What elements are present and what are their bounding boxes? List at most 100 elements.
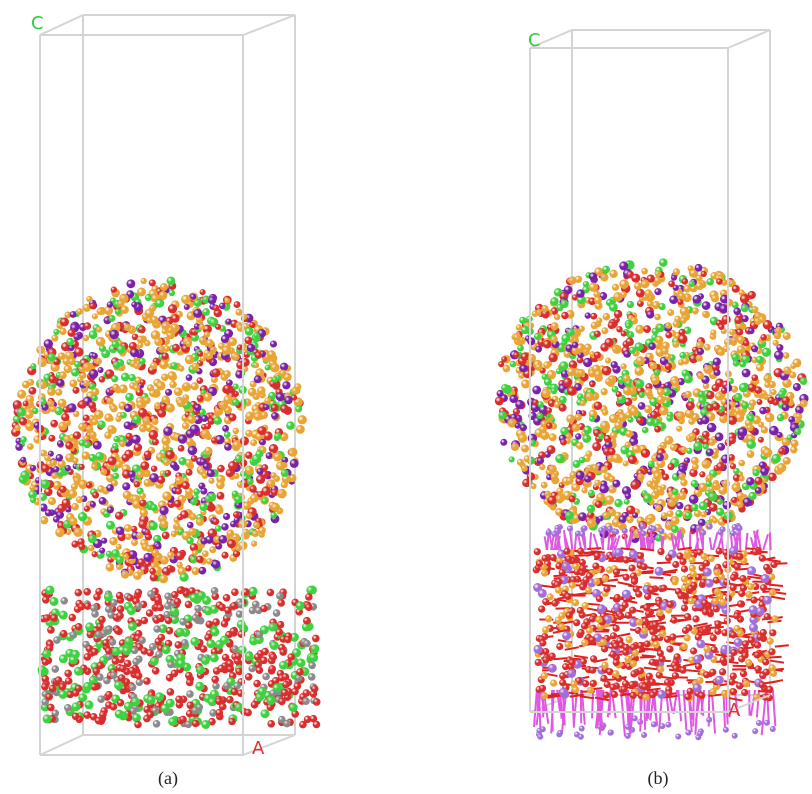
caption: (a) bbox=[158, 768, 178, 789]
atom bbox=[71, 503, 79, 511]
atom bbox=[687, 585, 694, 592]
atom bbox=[567, 386, 577, 396]
atom bbox=[150, 362, 157, 369]
atom bbox=[680, 479, 687, 486]
atom bbox=[194, 605, 202, 613]
atom bbox=[296, 425, 305, 434]
atom bbox=[228, 461, 237, 470]
atom bbox=[623, 644, 630, 651]
atom bbox=[702, 431, 710, 439]
atom bbox=[594, 370, 603, 379]
atom bbox=[602, 409, 609, 416]
atom bbox=[655, 505, 662, 512]
atom bbox=[756, 720, 762, 726]
atom bbox=[764, 613, 771, 620]
atom bbox=[751, 374, 758, 381]
atom bbox=[636, 356, 645, 365]
atom bbox=[72, 387, 79, 394]
atom bbox=[276, 392, 285, 401]
atom bbox=[161, 374, 169, 382]
atom bbox=[657, 388, 665, 396]
atom bbox=[185, 355, 195, 365]
atom bbox=[672, 561, 679, 568]
atom bbox=[171, 314, 180, 323]
atom bbox=[116, 556, 124, 564]
atom bbox=[550, 335, 558, 343]
atom bbox=[149, 568, 156, 575]
atom bbox=[541, 389, 550, 398]
atom bbox=[782, 404, 790, 412]
atom bbox=[592, 465, 599, 472]
atom bbox=[642, 694, 649, 701]
atom bbox=[730, 584, 737, 591]
atom bbox=[677, 299, 683, 305]
atom bbox=[167, 688, 175, 696]
atom bbox=[573, 619, 580, 626]
atom bbox=[69, 379, 77, 387]
atom bbox=[559, 361, 568, 370]
atom bbox=[231, 588, 239, 596]
atom bbox=[750, 597, 757, 604]
atom bbox=[56, 454, 63, 461]
atom bbox=[762, 348, 771, 357]
atom bbox=[555, 494, 564, 503]
atom bbox=[169, 290, 176, 297]
atom bbox=[68, 329, 76, 337]
atom bbox=[42, 675, 50, 683]
atom bbox=[107, 506, 114, 513]
atom bbox=[590, 680, 597, 687]
atom bbox=[279, 648, 287, 656]
atom bbox=[245, 652, 254, 661]
atom bbox=[256, 631, 264, 639]
atom bbox=[716, 462, 725, 471]
atom bbox=[631, 578, 638, 585]
atom bbox=[532, 310, 538, 316]
atom bbox=[190, 294, 196, 300]
atom bbox=[158, 346, 165, 353]
atom bbox=[577, 548, 584, 555]
atom bbox=[278, 698, 286, 706]
atom bbox=[603, 585, 610, 592]
atom bbox=[569, 582, 576, 589]
atom bbox=[651, 721, 657, 727]
atom bbox=[231, 645, 239, 653]
atom bbox=[795, 413, 802, 420]
atom bbox=[684, 391, 692, 399]
atom bbox=[761, 426, 768, 433]
atom bbox=[706, 474, 713, 481]
bond bbox=[697, 528, 698, 550]
atom bbox=[162, 491, 171, 500]
atom bbox=[632, 650, 639, 657]
atom bbox=[567, 669, 576, 678]
atom bbox=[641, 732, 647, 738]
atom bbox=[172, 344, 180, 352]
atom bbox=[594, 330, 601, 337]
atom bbox=[567, 328, 575, 336]
atom bbox=[22, 381, 30, 389]
atom bbox=[95, 717, 103, 725]
atom bbox=[210, 346, 217, 353]
atom bbox=[100, 469, 107, 476]
atom bbox=[611, 691, 618, 698]
atom bbox=[542, 374, 548, 380]
atom bbox=[597, 515, 603, 521]
atom bbox=[521, 379, 530, 388]
atom bbox=[267, 479, 275, 487]
atom bbox=[83, 682, 92, 691]
atom bbox=[165, 470, 171, 476]
atom bbox=[535, 363, 543, 371]
atom bbox=[551, 322, 559, 330]
atom bbox=[261, 648, 269, 656]
atom bbox=[196, 665, 205, 674]
atom bbox=[199, 503, 207, 511]
atom bbox=[742, 640, 749, 647]
atom bbox=[189, 513, 196, 520]
atom bbox=[124, 524, 132, 532]
atom bbox=[228, 337, 237, 346]
atom bbox=[58, 399, 67, 408]
atom bbox=[747, 583, 754, 590]
atom bbox=[30, 465, 36, 471]
atom bbox=[731, 497, 737, 503]
atom bbox=[692, 615, 699, 622]
atom bbox=[659, 406, 669, 416]
